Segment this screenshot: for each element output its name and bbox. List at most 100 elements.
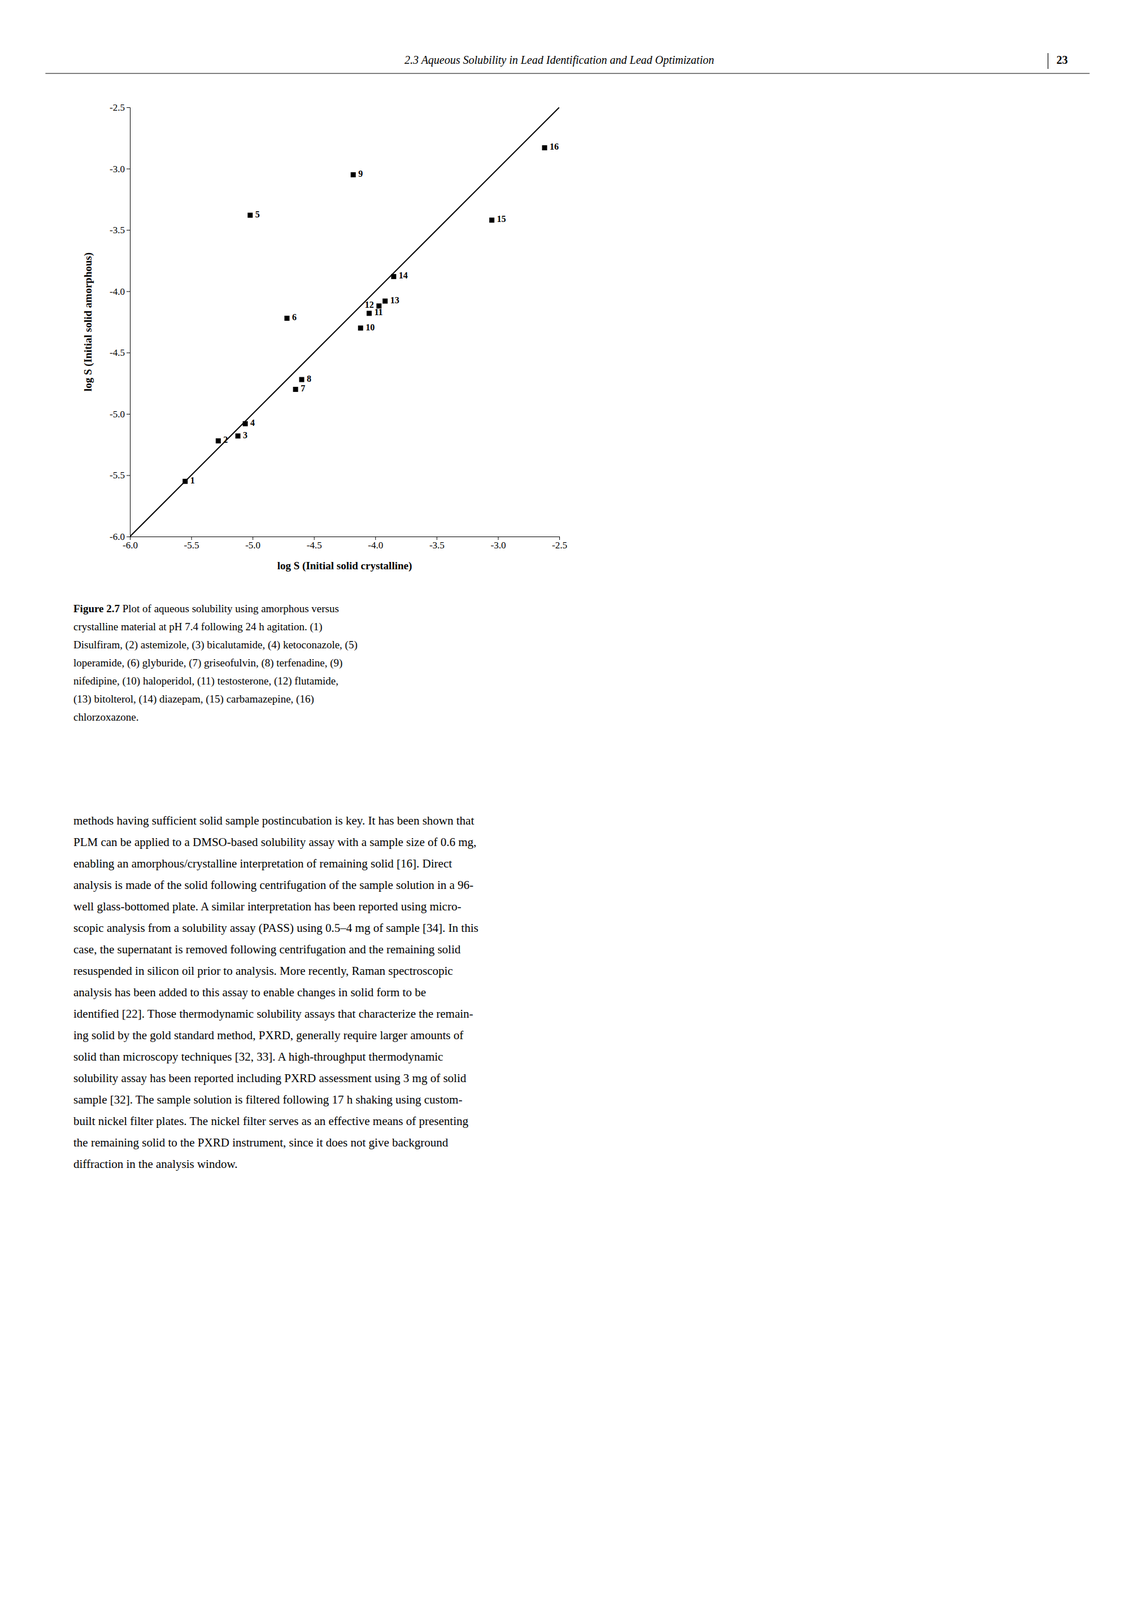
header-rule [45,73,1090,75]
point-label: 14 [398,270,408,281]
body-line: methods having sufficient solid sample p… [73,814,474,828]
tick-mark [126,168,130,170]
tick: -3.5 [109,224,130,236]
tick-label: -3.5 [109,224,125,236]
tick-mark [126,107,130,108]
tick: -4.5 [306,536,323,551]
tick-mark [126,475,130,476]
point-label: 7 [300,383,306,394]
tick: -6.0 [122,536,138,551]
body-line: ing solid by the gold standard method, P… [73,1028,464,1043]
point [284,315,290,321]
point-label: 4 [250,418,255,428]
point-label: 15 [497,214,507,224]
body-line: solid than microscopy techniques [32, 33… [73,1050,443,1064]
caption: Figure 2.7 Plot of aqueous solubility us… [73,602,358,724]
tick: -3.5 [429,536,445,551]
tick: -3.0 [109,163,130,175]
caption-label: Figure 2.7 [73,602,120,615]
point-label: 9 [358,168,363,179]
tick: -5.5 [109,470,130,481]
identity-line [129,107,560,537]
tick-label: -3.5 [429,540,445,551]
tick: -5.5 [184,536,200,551]
point [242,421,249,427]
tick-label: -3.0 [490,540,506,551]
point [215,438,221,444]
tick-label: -5.0 [109,409,125,420]
tick-label: -4.0 [109,286,125,298]
tick-label: -5.5 [109,470,125,481]
point [390,274,397,280]
tick-label: -6.0 [122,540,138,551]
tick-mark [126,536,130,538]
point [541,145,547,151]
tick-mark [126,291,130,293]
point [350,172,356,178]
body-line: built nickel filter plates. The nickel f… [73,1114,469,1129]
tick: -3.0 [490,536,506,551]
body-text: methods having sufficient solid sample p… [73,814,479,1172]
y-axis: -6.0 -5.5 -5.0 -4.5 -4.0 -3.5 -3.0 -2.5 [109,102,130,543]
caption-line: nifedipine, (10) haloperidol, (11) testo… [73,675,339,688]
point-label: 5 [255,209,260,220]
point-label: 2 [223,435,228,445]
body-line: scopic analysis from a solubility assay … [73,921,479,936]
running-header: 2.3 Aqueous Solubility in Lead Identific… [404,53,715,67]
tick: -5.0 [109,409,130,420]
point [293,386,299,393]
point-label: 12 [364,299,375,310]
tick-mark [126,414,130,415]
body-line: identified [22]. Those thermodynamic sol… [73,1007,474,1021]
y-axis-title: log S (Initial solid amorphous) [81,252,95,392]
axis-line [126,107,131,538]
body-line: resuspended in silicon oil prior to anal… [73,964,454,978]
tick-label: -5.0 [245,540,261,551]
header-separator [1047,53,1048,69]
body-line: case, the supernatant is removed followi… [73,942,462,957]
page-background [0,0,1135,1600]
tick-label: -4.5 [306,540,323,551]
tick-label: -6.0 [109,531,125,543]
tick: -4.5 [109,347,130,359]
chart: -6.0 -5.5 -5.0 -4.5 -4.0 -3.5 -3.0 -2.5 -6.0 -5.5… [81,102,568,573]
point-label: 3 [242,430,248,441]
tick: -2.5 [109,102,130,113]
tick-label: -4.5 [109,347,125,359]
tick: -4.0 [367,536,384,551]
point-label: 10 [365,322,375,333]
point [299,377,305,383]
body-line: analysis has been added to this assay to… [73,985,426,1000]
body-line: PLM can be applied to a DMSO-based solub… [73,835,477,850]
caption-line: crystalline material at pH 7.4 following… [73,620,323,634]
body-line: the remaining solid to the PXRD instrume… [73,1136,449,1150]
page-number: 23 [1056,53,1068,67]
body-line: analysis is made of the solid following … [73,878,474,893]
point-label: 13 [390,295,400,306]
point [358,325,364,331]
body-line: diffraction in the analysis window. [73,1157,238,1172]
tick-label: -3.0 [109,163,125,175]
point [489,217,495,223]
body-line: well glass-bottomed plate. A similar int… [73,899,462,914]
tick-mark [126,229,130,231]
point-labels: 12345678910111213141516 [190,141,559,486]
tick-label: -2.5 [551,540,568,551]
tick: -4.0 [109,286,130,298]
body-line: sample [32]. The sample solution is filt… [73,1093,463,1107]
caption-line: loperamide, (6) glyburide, (7) griseoful… [73,657,343,670]
tick-label: -4.0 [367,540,384,551]
caption-line: Plot of aqueous solubility using amorpho… [119,602,339,615]
point-label: 1 [190,475,195,486]
plot-area [129,107,560,537]
caption-line: (13) bitolterol, (14) diazepam, (15) car… [73,693,315,706]
point [247,212,253,219]
point [366,310,372,316]
tick: -5.0 [245,536,261,551]
tick: -6.0 [109,531,130,543]
caption-line: Disulfiram, (2) astemizole, (3) bicaluta… [73,638,358,652]
tick-mark [126,352,130,354]
point-label: 6 [292,312,297,323]
point [235,433,241,439]
x-axis: -6.0 -5.5 -5.0 -4.5 -4.0 -3.5 -3.0 -2.5 [122,536,568,551]
